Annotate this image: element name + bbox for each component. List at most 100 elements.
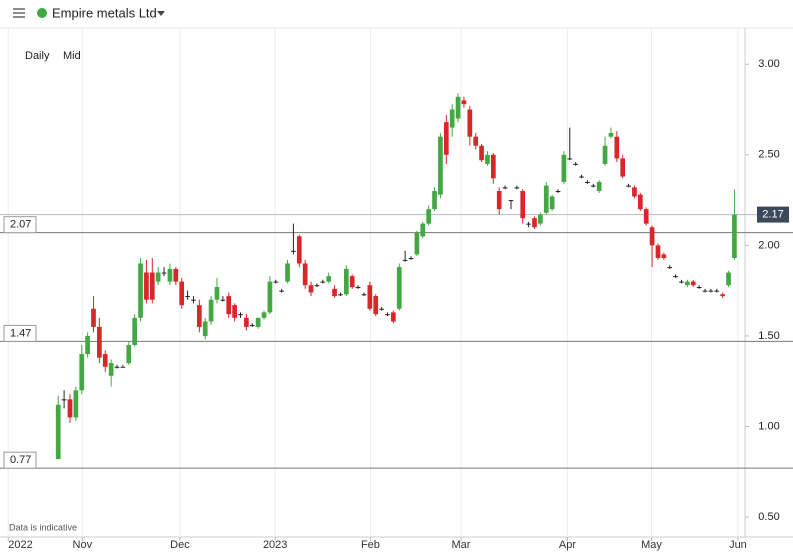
candle-body bbox=[620, 158, 626, 177]
candle-body bbox=[261, 312, 267, 318]
candle-body bbox=[255, 317, 261, 327]
candle-body bbox=[314, 285, 320, 287]
candle-body bbox=[149, 272, 155, 300]
y-tick-label: 1.50 bbox=[758, 330, 779, 342]
candle-body bbox=[326, 276, 332, 282]
candle-body bbox=[320, 281, 326, 283]
price-line-label-box bbox=[3, 324, 37, 342]
candle-body bbox=[420, 223, 426, 237]
candle-body bbox=[538, 214, 543, 224]
candle-body bbox=[508, 200, 514, 202]
candle-body bbox=[520, 191, 526, 219]
candle-body bbox=[490, 154, 496, 179]
candle-body bbox=[473, 136, 479, 146]
candle-body bbox=[608, 133, 614, 137]
x-tick-label: Mar bbox=[452, 539, 471, 551]
candle-body bbox=[343, 268, 349, 295]
candle-body bbox=[367, 285, 373, 309]
candle-body bbox=[449, 109, 455, 128]
candle-body bbox=[232, 305, 237, 318]
candle-body bbox=[391, 312, 396, 322]
candle-body bbox=[455, 96, 461, 119]
candle-body bbox=[696, 287, 702, 289]
candle-body bbox=[338, 294, 343, 296]
menu-icon[interactable] bbox=[13, 8, 25, 18]
price-line-label: 0.77 bbox=[10, 454, 31, 466]
y-tick-label: 2.00 bbox=[758, 239, 779, 251]
candle-body bbox=[349, 276, 355, 288]
candle-body bbox=[685, 281, 690, 286]
candle-body bbox=[655, 245, 661, 259]
candle-body bbox=[602, 145, 608, 164]
candle-body bbox=[296, 236, 302, 264]
price-type-button[interactable]: Mid bbox=[63, 50, 81, 62]
candle-body bbox=[55, 404, 61, 460]
candle-body bbox=[579, 176, 584, 178]
candle-body bbox=[226, 296, 232, 315]
candle-body bbox=[514, 187, 520, 189]
x-tick-label: Nov bbox=[73, 539, 93, 551]
candle-body bbox=[196, 305, 202, 327]
candle-body bbox=[732, 214, 737, 259]
candle-body bbox=[496, 191, 502, 210]
candle-body bbox=[114, 366, 120, 368]
candle-body bbox=[273, 281, 279, 283]
candle-body bbox=[220, 299, 226, 301]
candle-body bbox=[238, 314, 243, 316]
x-tick-label: Apr bbox=[559, 539, 576, 551]
candle-body bbox=[585, 181, 590, 183]
candle-body bbox=[485, 154, 490, 164]
timeframe-button[interactable]: Daily bbox=[25, 50, 50, 62]
candle-body bbox=[355, 287, 361, 289]
candle-body bbox=[396, 267, 402, 309]
candle-body bbox=[590, 185, 596, 187]
candle-body bbox=[302, 263, 308, 286]
candle-body bbox=[173, 268, 179, 282]
candle-body bbox=[690, 281, 696, 286]
candle-body bbox=[102, 354, 108, 367]
candle-body bbox=[308, 285, 314, 293]
candle-body bbox=[426, 209, 432, 224]
candle-body bbox=[126, 344, 132, 364]
candle-body bbox=[144, 272, 149, 300]
candle-body bbox=[432, 191, 437, 210]
candle-body bbox=[673, 276, 678, 278]
candle-body bbox=[79, 354, 85, 391]
price-line-label: 2.07 bbox=[10, 219, 31, 231]
candle-body bbox=[208, 299, 214, 322]
candle-body bbox=[726, 272, 731, 286]
candle-body bbox=[108, 363, 114, 376]
candle-body bbox=[720, 294, 726, 297]
candle-body bbox=[467, 109, 473, 137]
candle-body bbox=[438, 136, 443, 195]
candle-body bbox=[120, 366, 126, 368]
candle-body bbox=[555, 191, 561, 193]
candle-body bbox=[549, 196, 555, 210]
dropdown-caret[interactable] bbox=[157, 11, 165, 16]
last-price-label: 2.17 bbox=[762, 208, 783, 220]
candle-body bbox=[85, 335, 90, 355]
candle-body bbox=[67, 399, 73, 418]
candle-body bbox=[267, 281, 273, 313]
candle-body bbox=[667, 267, 673, 269]
candle-body bbox=[543, 185, 549, 213]
y-tick-label: 3.00 bbox=[758, 58, 779, 70]
candle-body bbox=[561, 154, 567, 182]
candle-body bbox=[626, 185, 631, 187]
candle-body bbox=[202, 321, 208, 336]
y-tick-label: 2.50 bbox=[758, 149, 779, 161]
candle-body bbox=[279, 290, 285, 292]
x-tick-label: 2023 bbox=[263, 539, 287, 551]
candle-body bbox=[332, 288, 337, 297]
x-tick-label: Dec bbox=[170, 539, 190, 551]
candle-body bbox=[214, 287, 220, 300]
price-line-label-box bbox=[3, 216, 37, 234]
candle-body bbox=[91, 308, 96, 327]
candle-body bbox=[596, 181, 602, 192]
candle-body bbox=[155, 272, 161, 282]
candle-body bbox=[708, 290, 714, 292]
instrument-title[interactable]: Empire metals Ltd bbox=[52, 5, 157, 20]
